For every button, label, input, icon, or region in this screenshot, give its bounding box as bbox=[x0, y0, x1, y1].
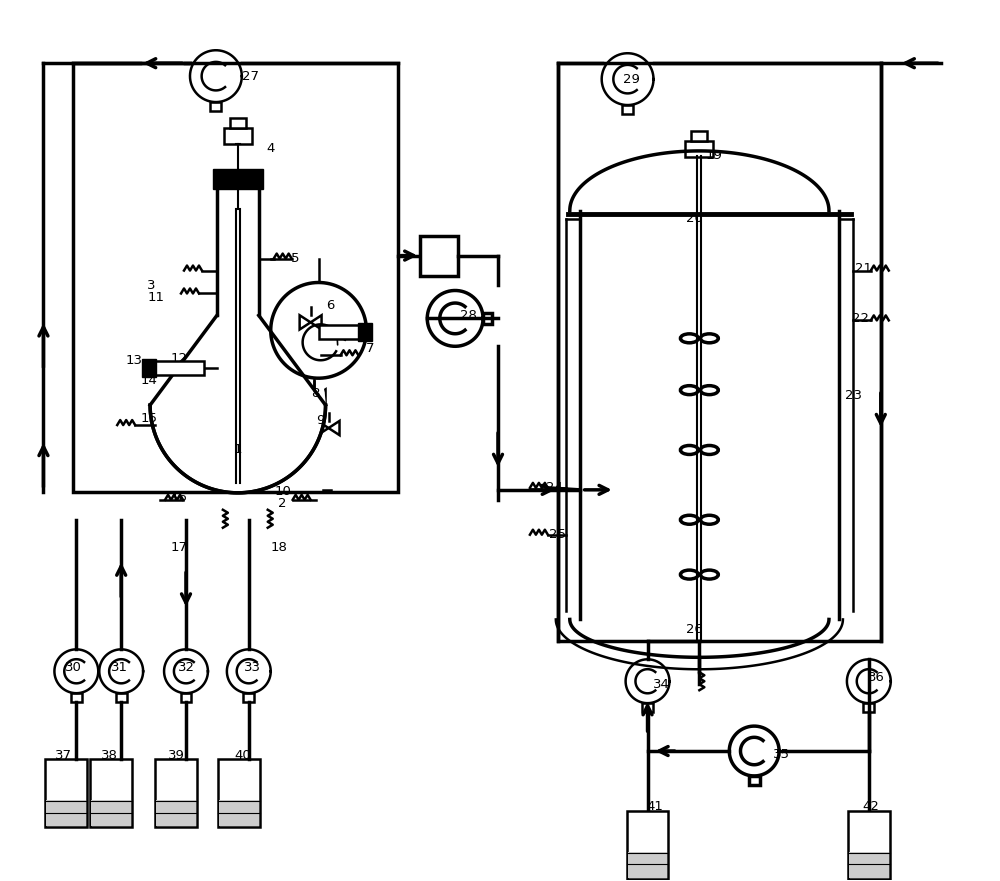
Bar bbox=[685, 141, 713, 157]
Text: 2: 2 bbox=[278, 497, 287, 510]
Text: 18: 18 bbox=[270, 541, 287, 554]
Bar bbox=[155, 759, 197, 826]
Bar bbox=[243, 693, 254, 702]
Text: 1: 1 bbox=[234, 443, 242, 456]
Text: 31: 31 bbox=[111, 661, 128, 674]
Text: 19: 19 bbox=[706, 150, 723, 162]
Bar bbox=[210, 102, 221, 111]
Text: 32: 32 bbox=[177, 661, 194, 674]
Polygon shape bbox=[302, 389, 314, 405]
Text: 8: 8 bbox=[311, 387, 320, 400]
Text: 15: 15 bbox=[141, 411, 158, 425]
Text: 17: 17 bbox=[171, 541, 188, 554]
Text: 9: 9 bbox=[316, 413, 325, 426]
Bar bbox=[319, 325, 360, 339]
Text: 30: 30 bbox=[65, 661, 82, 674]
Bar bbox=[91, 800, 131, 825]
Text: 4: 4 bbox=[267, 143, 275, 155]
Text: 37: 37 bbox=[55, 749, 72, 761]
Text: 33: 33 bbox=[244, 661, 261, 674]
Text: 3: 3 bbox=[147, 279, 155, 292]
Bar bbox=[749, 776, 760, 785]
Polygon shape bbox=[314, 389, 326, 405]
Bar bbox=[181, 693, 191, 702]
Bar bbox=[116, 693, 127, 702]
Bar bbox=[219, 800, 259, 825]
Text: 11: 11 bbox=[148, 291, 165, 304]
Text: 40: 40 bbox=[234, 749, 251, 761]
Bar bbox=[213, 169, 263, 189]
Text: 22: 22 bbox=[852, 312, 869, 325]
Bar bbox=[230, 118, 246, 128]
Bar bbox=[628, 852, 667, 877]
Text: 20: 20 bbox=[686, 212, 703, 226]
Text: 13: 13 bbox=[126, 354, 143, 366]
Text: 14: 14 bbox=[141, 374, 158, 387]
Polygon shape bbox=[318, 421, 329, 435]
Text: 35: 35 bbox=[773, 747, 790, 760]
Text: 16: 16 bbox=[171, 492, 187, 504]
Bar bbox=[558, 63, 881, 641]
Text: 39: 39 bbox=[168, 749, 184, 761]
Text: 5: 5 bbox=[291, 252, 300, 265]
Text: 21: 21 bbox=[855, 262, 872, 275]
Bar bbox=[848, 811, 890, 878]
Text: 6: 6 bbox=[326, 299, 335, 312]
Text: 38: 38 bbox=[101, 749, 118, 761]
Polygon shape bbox=[329, 421, 340, 435]
Text: 28: 28 bbox=[460, 309, 477, 322]
Bar bbox=[46, 800, 86, 825]
Circle shape bbox=[150, 317, 326, 492]
Text: 12: 12 bbox=[171, 352, 188, 365]
Text: 10: 10 bbox=[274, 485, 291, 499]
Text: 34: 34 bbox=[653, 677, 670, 691]
Bar bbox=[691, 131, 707, 141]
Bar bbox=[863, 703, 874, 712]
Text: 7: 7 bbox=[366, 342, 375, 355]
Bar bbox=[622, 105, 633, 114]
Bar bbox=[224, 128, 252, 144]
Bar bbox=[483, 313, 492, 324]
Bar bbox=[142, 359, 156, 377]
Bar bbox=[849, 852, 889, 877]
Bar bbox=[627, 811, 668, 878]
Bar bbox=[90, 759, 132, 826]
Polygon shape bbox=[311, 315, 322, 329]
Bar bbox=[420, 235, 458, 276]
Text: 29: 29 bbox=[623, 72, 640, 85]
Text: 23: 23 bbox=[845, 389, 862, 402]
Text: 42: 42 bbox=[862, 800, 879, 813]
Bar bbox=[73, 63, 398, 492]
Bar bbox=[154, 361, 204, 375]
Text: 41: 41 bbox=[646, 800, 663, 813]
Text: 25: 25 bbox=[549, 529, 566, 541]
Polygon shape bbox=[300, 315, 311, 329]
Bar bbox=[218, 759, 260, 826]
Text: 36: 36 bbox=[868, 670, 885, 684]
Bar bbox=[71, 693, 82, 702]
Text: 24: 24 bbox=[546, 481, 563, 494]
Bar bbox=[156, 800, 196, 825]
Text: 26: 26 bbox=[686, 623, 703, 636]
Bar bbox=[45, 759, 87, 826]
Text: 27: 27 bbox=[242, 70, 259, 83]
Bar bbox=[642, 703, 653, 712]
Bar bbox=[358, 323, 372, 341]
